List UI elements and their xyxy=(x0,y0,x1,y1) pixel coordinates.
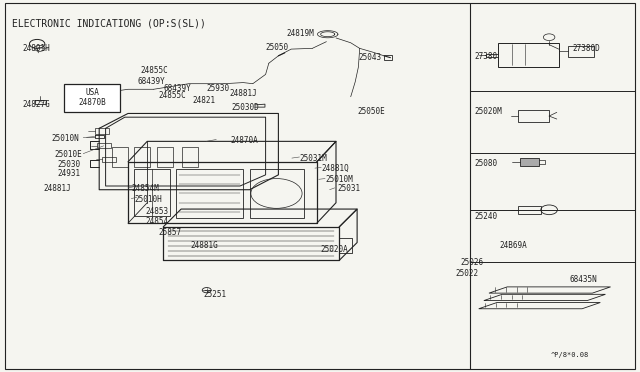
Bar xyxy=(518,206,541,214)
Text: 24881G: 24881G xyxy=(191,241,218,250)
Text: 24854M: 24854M xyxy=(131,185,159,193)
Text: 24881J: 24881J xyxy=(44,185,71,193)
Text: 24870B: 24870B xyxy=(78,98,106,107)
Text: 25010H: 25010H xyxy=(134,195,162,204)
Bar xyxy=(112,147,128,167)
Text: 24870A: 24870A xyxy=(230,136,258,145)
Bar xyxy=(157,147,173,167)
Text: 25043: 25043 xyxy=(358,53,381,62)
Text: 27380: 27380 xyxy=(475,52,498,61)
Text: 25251: 25251 xyxy=(204,290,227,299)
Text: 25930: 25930 xyxy=(206,84,229,93)
Text: 27380D: 27380D xyxy=(573,44,600,53)
Text: 24855C: 24855C xyxy=(141,66,168,75)
Text: 25240: 25240 xyxy=(475,212,498,221)
Text: 25050: 25050 xyxy=(266,43,289,52)
Text: 68435N: 68435N xyxy=(570,275,597,284)
Text: 25080: 25080 xyxy=(475,159,498,168)
Text: 68439Y: 68439Y xyxy=(138,77,165,86)
Text: 24881Q: 24881Q xyxy=(321,164,349,173)
Bar xyxy=(176,169,243,218)
Text: 24821: 24821 xyxy=(192,96,215,105)
Text: 25010E: 25010E xyxy=(54,150,82,159)
Text: 24827G: 24827G xyxy=(22,100,50,109)
Bar xyxy=(498,43,559,67)
Text: 24881J: 24881J xyxy=(229,89,257,98)
Text: 25020A: 25020A xyxy=(320,245,348,254)
Text: 25031M: 25031M xyxy=(300,154,327,163)
Text: 24B69A: 24B69A xyxy=(499,241,527,250)
Bar xyxy=(568,46,594,57)
Text: ELECTRONIC INDICATIONG (OP:S(SL)): ELECTRONIC INDICATIONG (OP:S(SL)) xyxy=(12,19,205,29)
Text: 24931: 24931 xyxy=(58,169,81,178)
Text: 25857: 25857 xyxy=(159,228,182,237)
Text: 25020M: 25020M xyxy=(475,107,502,116)
Text: 24801H: 24801H xyxy=(22,44,50,53)
Bar xyxy=(520,158,539,166)
Text: 25022: 25022 xyxy=(456,269,479,278)
Bar xyxy=(97,143,111,148)
Bar xyxy=(384,55,392,60)
Bar xyxy=(182,147,198,167)
Text: USA: USA xyxy=(85,87,99,97)
Text: 24854: 24854 xyxy=(146,217,169,226)
Bar xyxy=(64,84,120,112)
Bar xyxy=(250,169,304,218)
Bar xyxy=(518,110,549,122)
Text: 25050E: 25050E xyxy=(357,107,385,116)
Text: 25010M: 25010M xyxy=(325,175,353,184)
Text: 25031: 25031 xyxy=(338,185,361,193)
Text: 25030D: 25030D xyxy=(232,103,259,112)
Text: 24819M: 24819M xyxy=(287,29,314,38)
Text: 24855C: 24855C xyxy=(159,92,186,100)
Text: 68439Y: 68439Y xyxy=(163,84,191,93)
Bar xyxy=(134,169,170,216)
Bar xyxy=(95,128,109,134)
Text: 25030: 25030 xyxy=(58,160,81,169)
Bar xyxy=(102,157,116,162)
Text: 24853: 24853 xyxy=(146,207,169,216)
Text: 25026: 25026 xyxy=(461,258,484,267)
Text: 25010N: 25010N xyxy=(51,134,79,143)
Text: ^P/8*0.08: ^P/8*0.08 xyxy=(550,352,589,358)
Bar xyxy=(134,147,150,167)
